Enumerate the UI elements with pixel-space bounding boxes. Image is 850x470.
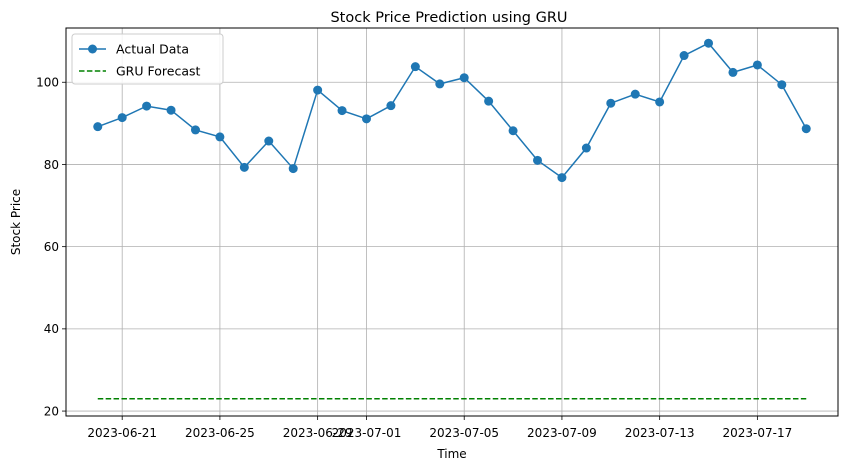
data-point-actual bbox=[728, 67, 738, 77]
x-tick-label: 2023-06-29 bbox=[283, 426, 353, 440]
plot-series bbox=[93, 38, 811, 400]
legend-marker-actual bbox=[88, 44, 97, 54]
x-tick-label: 2023-07-17 bbox=[723, 426, 793, 440]
data-point-actual bbox=[361, 114, 371, 124]
legend-label-actual: Actual Data bbox=[116, 42, 189, 57]
y-tick-label: 80 bbox=[44, 158, 59, 172]
legend: Actual Data GRU Forecast bbox=[71, 33, 224, 85]
data-point-actual bbox=[459, 73, 469, 83]
y-axis-title: Stock Price bbox=[9, 189, 23, 255]
data-point-actual bbox=[801, 124, 811, 134]
data-point-actual bbox=[679, 51, 689, 61]
y-axis: 20 40 60 80 100 bbox=[36, 76, 66, 418]
data-point-actual bbox=[435, 79, 445, 89]
data-point-actual bbox=[484, 96, 494, 106]
data-point-actual bbox=[142, 101, 152, 111]
data-point-actual bbox=[190, 125, 200, 135]
y-tick-label: 40 bbox=[44, 322, 59, 336]
data-point-actual bbox=[704, 38, 714, 48]
x-axis: 2023-06-21 2023-06-25 2023-06-292023-07-01… bbox=[87, 416, 792, 440]
data-point-actual bbox=[386, 101, 396, 111]
data-point-actual bbox=[752, 60, 762, 70]
data-point-actual bbox=[508, 126, 518, 136]
data-point-actual bbox=[533, 155, 543, 165]
x-tick-label: 2023-07-13 bbox=[625, 426, 695, 440]
y-tick-label: 20 bbox=[44, 404, 59, 418]
data-point-actual bbox=[777, 80, 787, 90]
data-point-actual bbox=[264, 136, 274, 146]
y-tick-label: 100 bbox=[36, 76, 59, 90]
chart-title: Stock Price Prediction using GRU bbox=[330, 10, 567, 26]
data-point-actual bbox=[655, 97, 665, 107]
x-axis-title: Time bbox=[436, 447, 466, 461]
data-point-actual bbox=[215, 132, 225, 142]
x-tick-label: 2023-06-25 bbox=[185, 426, 255, 440]
data-point-actual bbox=[337, 106, 347, 116]
x-tick-label: 2023-07-01 bbox=[332, 426, 402, 440]
data-point-actual bbox=[93, 122, 103, 132]
data-point-actual bbox=[557, 173, 567, 183]
legend-box bbox=[71, 33, 224, 85]
legend-label-forecast: GRU Forecast bbox=[116, 64, 200, 79]
y-tick-label: 60 bbox=[44, 240, 59, 254]
data-point-actual bbox=[410, 62, 420, 72]
plot-frame bbox=[65, 27, 839, 417]
data-point-actual bbox=[630, 89, 640, 99]
data-point-actual bbox=[606, 98, 616, 108]
data-point-actual bbox=[581, 143, 591, 153]
grid-lines bbox=[66, 28, 838, 416]
data-point-actual bbox=[313, 85, 323, 95]
x-tick-label: 2023-06-21 bbox=[87, 426, 157, 440]
x-tick-label: 2023-07-09 bbox=[527, 426, 597, 440]
data-point-actual bbox=[117, 113, 127, 123]
data-point-actual bbox=[288, 164, 298, 174]
data-point-actual bbox=[239, 162, 249, 172]
x-tick-label: 2023-07-05 bbox=[429, 426, 499, 440]
data-point-actual bbox=[166, 105, 176, 115]
